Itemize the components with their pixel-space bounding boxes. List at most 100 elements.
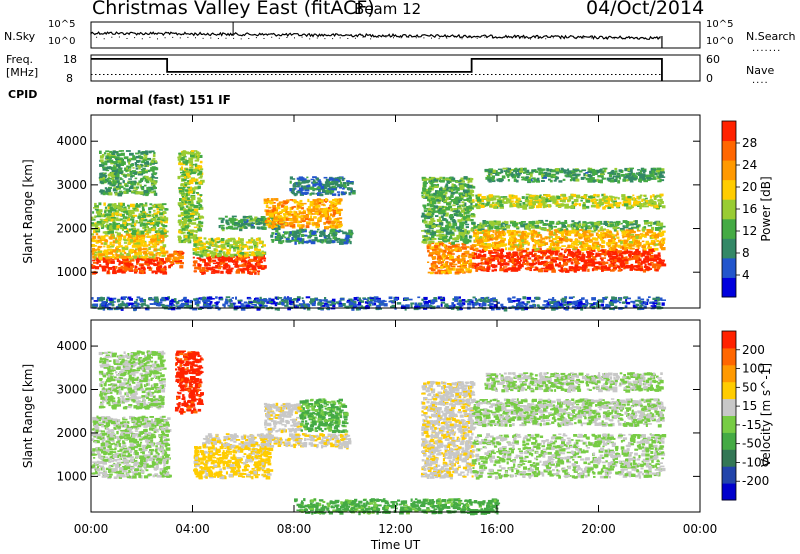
colorbar-tick-label: 28 — [742, 136, 757, 150]
colorbar-tick-label: -15 — [742, 418, 762, 432]
noise-panel-frame — [90, 21, 701, 49]
colorbar-segment — [722, 218, 736, 239]
colorbar-tick-label: 20 — [742, 180, 757, 194]
data-band — [193, 446, 274, 480]
data-band — [165, 250, 185, 269]
freq-panel-frame — [90, 54, 701, 82]
y-tick-label: 2000 — [56, 426, 87, 440]
x-tick-label: 00:00 — [74, 522, 109, 536]
colorbar-tick-label: 15 — [742, 399, 757, 413]
colorbar-label: Power [dB] — [759, 176, 773, 241]
colorbar-segment — [722, 179, 736, 200]
noise-trace — [90, 31, 661, 41]
data-band — [98, 350, 167, 410]
data-band — [426, 241, 476, 275]
colorbar-segment — [722, 483, 736, 501]
colorbar-frame — [721, 330, 737, 501]
data-band — [91, 233, 169, 260]
data-band — [177, 150, 205, 245]
panel-frame — [90, 114, 701, 309]
colorbar-segment — [722, 238, 736, 259]
beam-label: Beam 12 — [354, 0, 422, 18]
x-tick-label: 12:00 — [378, 522, 413, 536]
y-tick-label: 1000 — [56, 265, 87, 279]
colorbar-segment — [722, 199, 736, 220]
nsky-label: N.Sky — [4, 30, 36, 43]
colorbar-segment — [722, 121, 736, 142]
colorbar-tick-label: -200 — [742, 474, 769, 488]
y-tick-label: 3000 — [56, 178, 87, 192]
y-tick-label: 2000 — [56, 222, 87, 236]
data-band — [202, 433, 352, 450]
x-tick-label: 20:00 — [581, 522, 616, 536]
chart-title: Christmas Valley East (fitACF) — [92, 0, 375, 19]
colorbar-segment — [722, 449, 736, 467]
colorbar-segment — [722, 432, 736, 450]
colorbar-segment — [722, 466, 736, 484]
data-band — [294, 498, 501, 516]
colorbar-segment — [722, 257, 736, 278]
power-panel: 1000 2000 3000 4000 Slant Range [km] 4 8 12 16 20… — [21, 114, 773, 312]
data-band — [91, 296, 666, 312]
colorbar-tick-label: 100 — [742, 362, 765, 376]
data-band — [270, 228, 354, 245]
data-band — [472, 193, 666, 210]
cpid-value: normal (fast) 151 IF — [96, 93, 231, 107]
nsky-tick-bottom: 10^0 — [48, 36, 76, 47]
freq-trace — [91, 58, 663, 81]
y-tick-label: 1000 — [56, 469, 87, 483]
nsky-tick-top: 10^5 — [48, 19, 76, 30]
colorbar-segment — [722, 347, 736, 366]
data-band — [174, 350, 204, 415]
nave-tick-bottom: 0 — [706, 72, 713, 85]
x-tick-label: 16:00 — [480, 522, 515, 536]
colorbar-segment — [722, 160, 736, 181]
cpid-label: CPID — [8, 88, 38, 101]
data-band — [98, 150, 159, 197]
x-tick-label: 04:00 — [175, 522, 210, 536]
data-band — [471, 248, 667, 273]
x-axis-label: Time UT — [370, 538, 421, 552]
x-tick-label: 08:00 — [277, 522, 312, 536]
data-band — [471, 398, 667, 428]
data-band — [192, 254, 267, 276]
colorbar-tick-label: 50 — [742, 380, 757, 394]
data-band — [420, 176, 476, 245]
freq-tick-top: 18 — [63, 53, 77, 66]
y-tick-label: 4000 — [56, 339, 87, 353]
data-band — [471, 433, 667, 480]
colorbar-tick-label: 16 — [742, 202, 757, 216]
freq-label: Freq. — [6, 53, 34, 66]
data-band — [263, 402, 303, 434]
date-label: 04/Oct/2014 — [586, 0, 705, 19]
data-band — [289, 176, 356, 197]
data-band — [299, 398, 349, 434]
colorbar-tick-label: 8 — [742, 246, 750, 260]
velocity-panel: 1000 2000 3000 4000 Slant Range [km] 200 100 50… — [21, 319, 773, 552]
nave-label: Nave — [746, 64, 775, 77]
data-band — [420, 380, 477, 480]
y-axis-label: Slant Range [km] — [21, 364, 35, 468]
y-axis-label: Slant Range [km] — [21, 159, 35, 263]
colorbar-tick-label: 200 — [742, 343, 765, 357]
nsearch-tick-top: 10^5 — [706, 19, 734, 30]
data-band — [471, 219, 666, 232]
data-band — [91, 415, 172, 480]
freq-tick-bottom: 8 — [66, 72, 73, 85]
colorbar-label: Velocity [m s^-1] — [759, 363, 773, 467]
nave-legend-dots: ···· — [752, 78, 769, 89]
colorbar-tick-label: -100 — [742, 455, 769, 469]
nave-tick-top: 60 — [706, 53, 720, 66]
nsearch-trace — [96, 36, 661, 40]
colorbar-tick-label: 12 — [742, 224, 757, 238]
y-tick-label: 3000 — [56, 383, 87, 397]
colorbar-segment — [722, 140, 736, 161]
data-band — [91, 202, 169, 236]
colorbar-segment — [722, 381, 736, 400]
y-tick-label: 4000 — [56, 134, 87, 148]
data-band — [471, 228, 666, 252]
colorbar-segment — [722, 398, 736, 416]
x-tick-label: 00:00 — [683, 522, 718, 536]
colorbar-segment — [722, 331, 736, 349]
